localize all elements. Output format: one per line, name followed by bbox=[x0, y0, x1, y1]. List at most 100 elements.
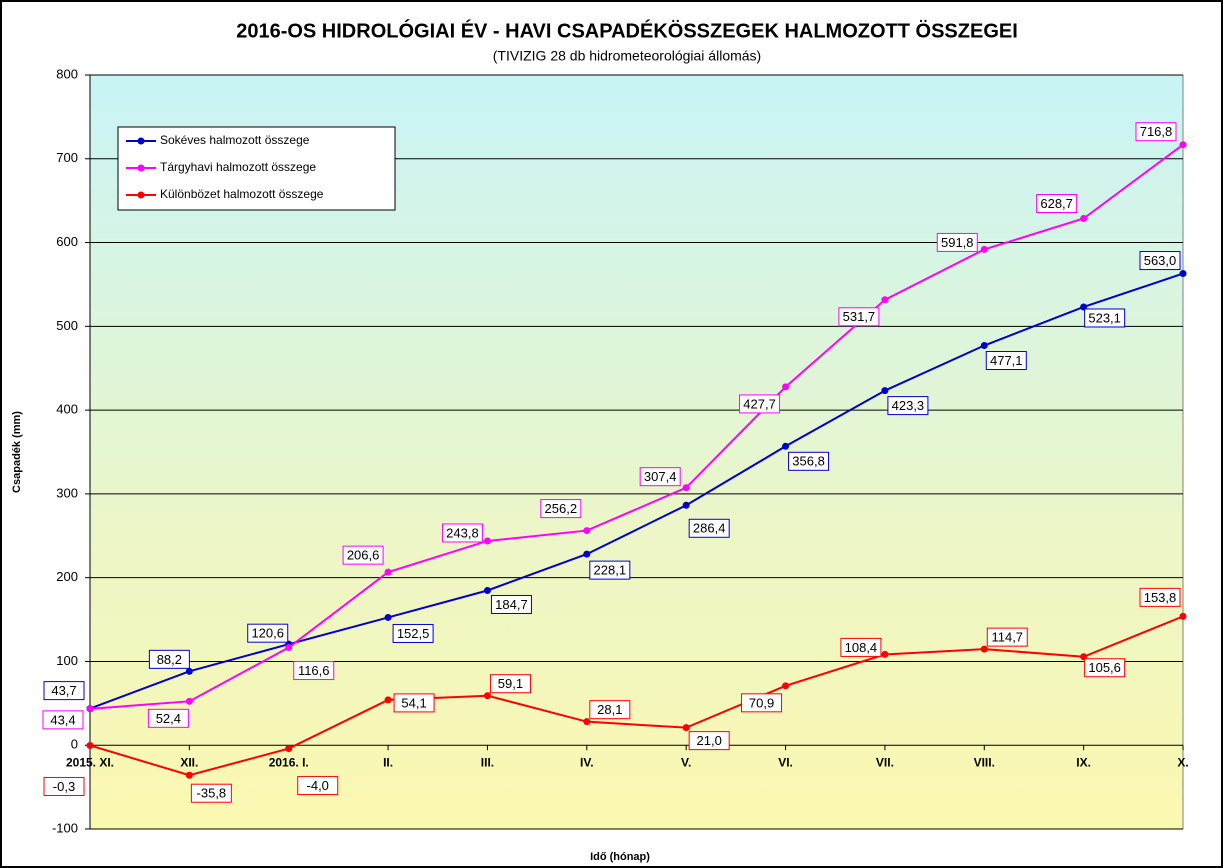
marker bbox=[881, 296, 889, 304]
data-label: 105,6 bbox=[1084, 658, 1126, 678]
x-tick-label: III. bbox=[481, 755, 494, 769]
marker bbox=[583, 550, 591, 558]
label-box bbox=[688, 518, 730, 538]
label-box bbox=[540, 499, 582, 519]
data-label-text: -0,3 bbox=[53, 779, 75, 794]
data-label-text: 307,4 bbox=[644, 469, 677, 484]
data-label-text: 70,9 bbox=[749, 695, 774, 710]
data-label: 43,7 bbox=[43, 681, 85, 701]
label-box bbox=[985, 351, 1027, 371]
y-tick-label: 0 bbox=[71, 737, 78, 752]
y-tick-label: 600 bbox=[56, 234, 78, 249]
x-tick-label: VI. bbox=[778, 755, 793, 769]
label-box bbox=[838, 307, 880, 327]
marker bbox=[782, 383, 790, 391]
label-box bbox=[393, 693, 435, 713]
marker bbox=[285, 644, 293, 652]
data-label: 153,8 bbox=[1139, 587, 1181, 607]
data-label: 307,4 bbox=[639, 467, 681, 487]
marker bbox=[285, 745, 293, 753]
data-label: 716,8 bbox=[1135, 122, 1177, 142]
x-tick-label: VII. bbox=[876, 755, 894, 769]
x-tick-label: IX. bbox=[1076, 755, 1091, 769]
marker bbox=[86, 741, 94, 749]
y-tick-label: 700 bbox=[56, 150, 78, 165]
data-label-text: 206,6 bbox=[347, 548, 380, 563]
data-label-text: 243,8 bbox=[446, 525, 479, 540]
y-tick-label: -100 bbox=[52, 820, 78, 835]
data-label-text: 256,2 bbox=[545, 501, 578, 516]
label-box bbox=[589, 560, 631, 580]
label-box bbox=[441, 523, 483, 543]
data-label-text: 356,8 bbox=[792, 454, 825, 469]
y-tick-label: 100 bbox=[56, 653, 78, 668]
data-label: 243,8 bbox=[441, 523, 483, 543]
data-label-text: 120,6 bbox=[251, 626, 284, 641]
label-box bbox=[490, 594, 532, 614]
legend-marker bbox=[137, 191, 145, 199]
data-label-text: 43,4 bbox=[50, 712, 75, 727]
marker bbox=[682, 501, 690, 509]
y-tick-label: 300 bbox=[56, 485, 78, 500]
data-label-text: 54,1 bbox=[401, 695, 426, 710]
x-tick-label: II. bbox=[383, 755, 393, 769]
x-axis-label: Idő (hónap) bbox=[590, 851, 650, 863]
y-tick-label: 200 bbox=[56, 569, 78, 584]
x-tick-label: X. bbox=[1177, 755, 1188, 769]
data-label-text: 563,0 bbox=[1144, 253, 1177, 268]
marker bbox=[185, 697, 193, 705]
marker bbox=[583, 718, 591, 726]
data-label: 120,6 bbox=[247, 623, 289, 643]
data-label-text: 116,6 bbox=[298, 663, 330, 678]
marker bbox=[980, 645, 988, 653]
data-label: 52,4 bbox=[147, 708, 189, 728]
data-label: 43,4 bbox=[42, 710, 84, 730]
data-label: 21,0 bbox=[688, 731, 730, 751]
data-label-text: 228,1 bbox=[594, 563, 627, 578]
data-label-text: 531,7 bbox=[843, 309, 876, 324]
data-label: -35,8 bbox=[190, 783, 232, 803]
label-box bbox=[148, 649, 190, 669]
label-box bbox=[147, 708, 189, 728]
data-label: 628,7 bbox=[1036, 194, 1078, 214]
data-label: -0,3 bbox=[43, 776, 85, 796]
data-label: 523,1 bbox=[1084, 308, 1126, 328]
data-label-text: 105,6 bbox=[1088, 660, 1121, 675]
data-label: 256,2 bbox=[540, 499, 582, 519]
marker bbox=[185, 667, 193, 675]
label-box bbox=[1036, 194, 1078, 214]
label-box bbox=[741, 693, 783, 713]
label-box bbox=[1084, 308, 1126, 328]
marker bbox=[1179, 270, 1187, 278]
data-label: 70,9 bbox=[741, 693, 783, 713]
label-box bbox=[1139, 251, 1181, 271]
marker bbox=[1179, 612, 1187, 620]
label-box bbox=[1084, 658, 1126, 678]
marker bbox=[583, 527, 591, 535]
y-tick-label: 800 bbox=[56, 66, 78, 81]
label-box bbox=[392, 623, 434, 643]
data-label-text: 88,2 bbox=[157, 652, 182, 667]
data-label: 152,5 bbox=[392, 623, 434, 643]
data-label: 114,7 bbox=[986, 627, 1028, 647]
legend-label: Különbözet halmozott összege bbox=[160, 187, 324, 201]
label-box bbox=[42, 710, 84, 730]
marker bbox=[782, 442, 790, 450]
y-tick-label: 500 bbox=[56, 318, 78, 333]
legend-label: Tárgyhavi halmozott összege bbox=[160, 160, 316, 174]
data-label: 116,6 bbox=[293, 661, 335, 681]
marker bbox=[384, 696, 392, 704]
series-line bbox=[89, 143, 1184, 710]
data-label-text: 153,8 bbox=[1144, 590, 1177, 605]
label-box bbox=[688, 731, 730, 751]
data-label: 59,1 bbox=[489, 674, 531, 694]
x-tick-label: VIII. bbox=[974, 755, 995, 769]
data-label: 108,4 bbox=[840, 637, 882, 657]
data-label-text: 628,7 bbox=[1040, 196, 1073, 211]
data-label-text: -35,8 bbox=[197, 786, 227, 801]
label-box bbox=[247, 623, 289, 643]
marker bbox=[682, 724, 690, 732]
label-box bbox=[936, 232, 978, 252]
legend-marker bbox=[137, 137, 145, 145]
label-box bbox=[887, 396, 929, 416]
